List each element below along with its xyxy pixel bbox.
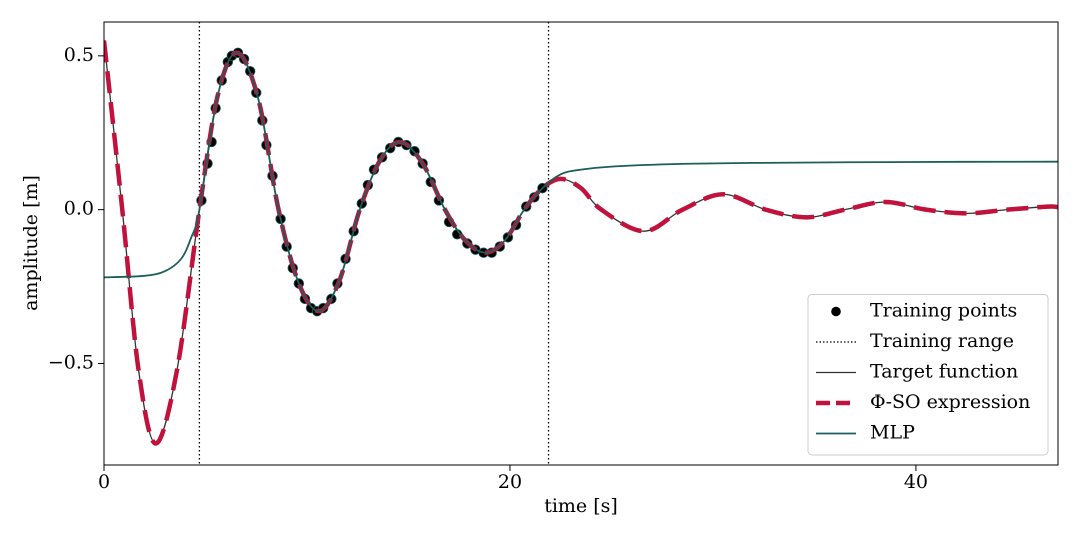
x-tick-label: 0	[98, 471, 110, 493]
legend-label: Training points	[870, 300, 1017, 322]
x-tick-label: 40	[904, 471, 928, 493]
x-tick-label: 20	[498, 471, 522, 493]
y-axis-label: amplitude [m]	[20, 175, 42, 311]
legend-box	[807, 294, 1049, 456]
y-tick-label: 0.5	[64, 44, 94, 66]
legend-label: Training range	[870, 330, 1014, 352]
x-axis-label: time [s]	[544, 495, 618, 517]
legend-label: Target function	[870, 361, 1018, 383]
series-line	[104, 51, 1058, 313]
y-tick-label: −0.5	[48, 351, 94, 373]
legend-marker	[831, 306, 841, 317]
plot-area	[104, 22, 1058, 465]
plot-frame	[103, 21, 1059, 466]
legend-label: Φ-SO expression	[870, 391, 1030, 413]
legend-label: MLP	[870, 422, 915, 444]
y-tick-label: 0.0	[64, 198, 94, 220]
